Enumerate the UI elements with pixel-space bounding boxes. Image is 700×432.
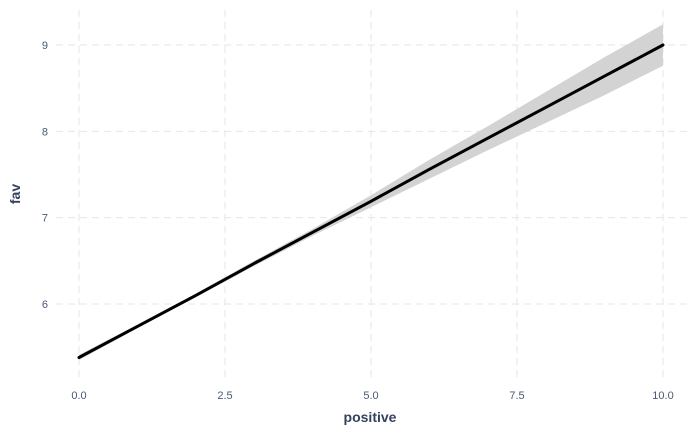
series-layer: [77, 43, 665, 359]
tick-labels: 0.0 2.5 5.0 7.5 10.0 6 7 8 9: [42, 40, 674, 402]
y-tick-label-1: 7: [42, 213, 48, 225]
grid: [56, 10, 692, 382]
x-tick-label-1: 2.5: [217, 390, 232, 402]
series-line-fit: [77, 43, 665, 359]
x-tick-label-4: 10.0: [652, 390, 673, 402]
y-tick-label-3: 9: [42, 40, 48, 52]
y-tick-label-0: 6: [42, 299, 48, 311]
x-tick-label-2: 5.0: [363, 390, 378, 402]
y-axis-title: fav: [7, 184, 23, 204]
y-tick-label-2: 8: [42, 126, 48, 138]
x-tick-label-3: 7.5: [509, 390, 524, 402]
x-tick-label-0: 0.0: [71, 390, 86, 402]
x-axis-title: positive: [344, 409, 397, 425]
